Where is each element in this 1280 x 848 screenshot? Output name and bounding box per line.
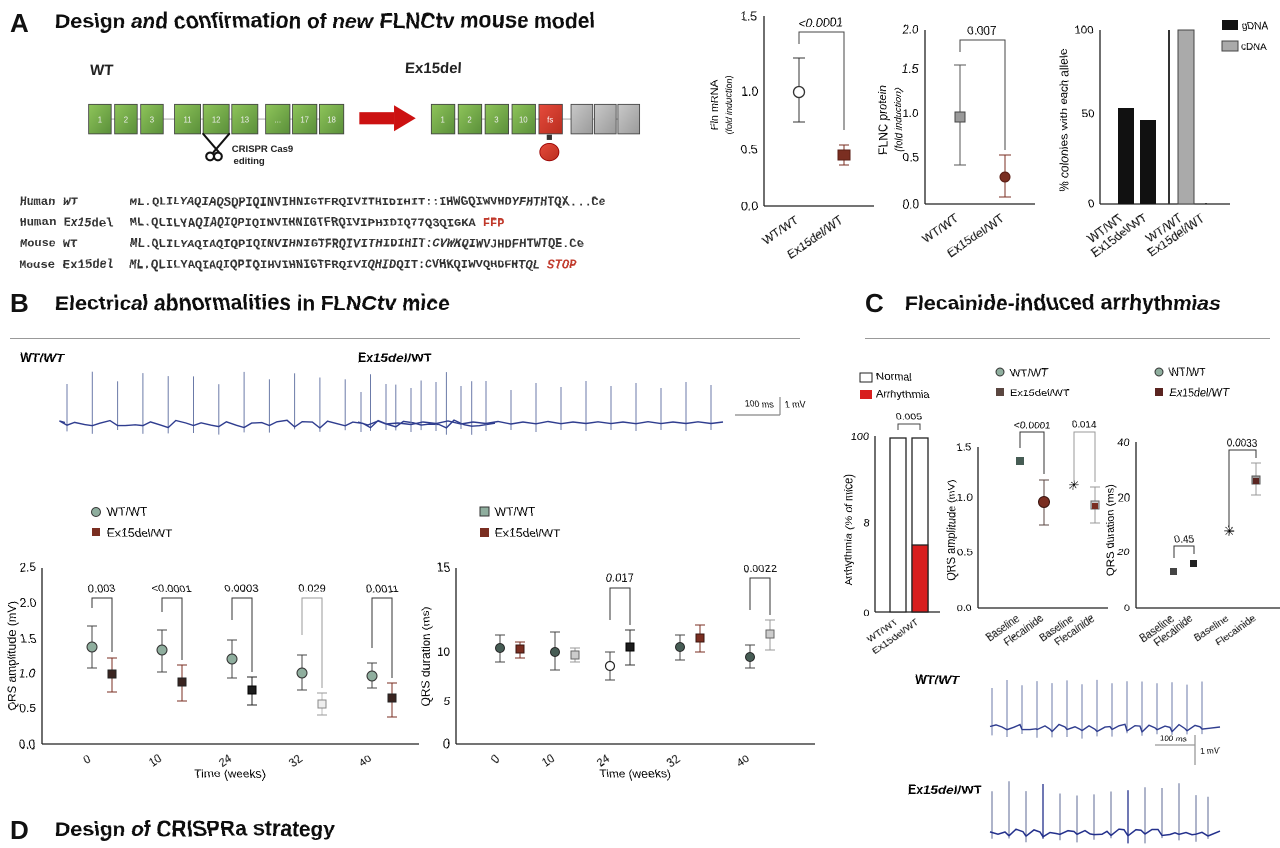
svg-text:3: 3 — [150, 116, 154, 125]
svg-text:11: 11 — [183, 116, 191, 125]
svg-text:20: 20 — [1118, 547, 1130, 559]
svg-text:editing: editing — [234, 156, 265, 167]
svg-text:0.0: 0.0 — [19, 737, 36, 751]
svg-text:18: 18 — [327, 116, 336, 125]
svg-text:0: 0 — [863, 607, 869, 619]
svg-text:0.0033: 0.0033 — [1227, 438, 1258, 449]
svg-text:...: ... — [275, 116, 282, 125]
svg-text:20: 20 — [1118, 492, 1130, 504]
svg-text:40: 40 — [357, 753, 374, 770]
svg-text:1.5: 1.5 — [902, 62, 919, 76]
svg-text:QRS amplitude (mV): QRS amplitude (mV) — [946, 479, 958, 580]
svg-text:1.0: 1.0 — [957, 492, 972, 504]
svg-text:2: 2 — [467, 116, 471, 125]
svg-text:Ex15del/WT: Ex15del/WT — [495, 526, 561, 540]
svg-text:FLNC protein: FLNC protein — [876, 84, 890, 155]
svg-text:0: 0 — [82, 753, 94, 766]
svg-text:100 ms: 100 ms — [1160, 734, 1186, 743]
svg-text:3: 3 — [494, 116, 498, 125]
svg-text:<0.0001: <0.0001 — [152, 583, 192, 595]
svg-text:Ex15del/WT: Ex15del/WT — [1169, 387, 1229, 399]
svg-text:2: 2 — [124, 116, 128, 125]
svg-text:Ex15del/WT: Ex15del/WT — [1010, 387, 1070, 399]
svg-text:1.5: 1.5 — [741, 9, 758, 23]
svg-text:13: 13 — [240, 116, 249, 125]
svg-text:2.5: 2.5 — [19, 561, 36, 575]
svg-text:<0.0001: <0.0001 — [799, 16, 843, 30]
svg-text:0.005: 0.005 — [896, 412, 921, 423]
svg-text:100 ms: 100 ms — [745, 399, 775, 409]
svg-text:Arrhythmia: Arrhythmia — [876, 389, 930, 401]
svg-text:0: 0 — [443, 737, 450, 751]
svg-text:17: 17 — [300, 116, 309, 125]
svg-text:% colonies with each allele: % colonies with each allele — [1057, 48, 1071, 192]
svg-text:Normal: Normal — [876, 372, 911, 384]
svg-text:Time (weeks): Time (weeks) — [599, 767, 671, 781]
svg-text:0.0: 0.0 — [902, 197, 919, 211]
svg-text:(fold induction): (fold induction) — [724, 75, 734, 134]
svg-text:0.0011: 0.0011 — [366, 583, 399, 595]
svg-text:10: 10 — [437, 645, 451, 659]
svg-text:WT/WT: WT/WT — [1010, 367, 1048, 379]
svg-text:0.003: 0.003 — [88, 583, 116, 595]
svg-text:WT/WT: WT/WT — [495, 505, 536, 519]
svg-text:0: 0 — [1087, 197, 1094, 211]
svg-text:0.0022: 0.0022 — [743, 563, 777, 575]
svg-text:QRS amplitude (mV): QRS amplitude (mV) — [5, 601, 19, 712]
svg-text:50: 50 — [1081, 107, 1095, 121]
svg-text:100: 100 — [1074, 23, 1094, 37]
svg-text:0.0: 0.0 — [957, 603, 972, 615]
svg-text:40: 40 — [735, 753, 752, 770]
svg-text:5: 5 — [443, 694, 450, 708]
svg-text:1: 1 — [98, 116, 102, 125]
svg-text:0.5: 0.5 — [19, 701, 36, 715]
svg-text:CRISPR Cas9: CRISPR Cas9 — [232, 144, 293, 155]
svg-text:10: 10 — [519, 116, 528, 125]
svg-text:2.0: 2.0 — [902, 23, 919, 37]
svg-text:8: 8 — [863, 517, 869, 529]
svg-text:0.007: 0.007 — [967, 24, 997, 38]
svg-text:12: 12 — [212, 116, 221, 125]
svg-text:1.0: 1.0 — [741, 85, 758, 99]
svg-text:0.5: 0.5 — [957, 547, 972, 559]
svg-text:WT/WT: WT/WT — [107, 505, 148, 519]
svg-text:0.014: 0.014 — [1071, 420, 1096, 431]
svg-text:fs: fs — [547, 116, 553, 125]
svg-text:Arrhythmia (% of mice): Arrhythmia (% of mice) — [843, 474, 855, 586]
svg-text:1 mV: 1 mV — [1201, 747, 1220, 756]
svg-text:1.0: 1.0 — [19, 666, 36, 680]
svg-text:0: 0 — [1124, 603, 1130, 615]
svg-text:0.0: 0.0 — [741, 199, 758, 213]
svg-text:WT/WT: WT/WT — [1169, 367, 1207, 379]
svg-text:<0.0001: <0.0001 — [1014, 420, 1051, 431]
svg-text:1: 1 — [440, 116, 444, 125]
svg-text:15: 15 — [437, 561, 451, 575]
svg-text:0.029: 0.029 — [298, 583, 326, 595]
svg-text:2.0: 2.0 — [19, 596, 36, 610]
svg-text:cDNA: cDNA — [1241, 42, 1267, 53]
svg-text:(fold induction): (fold induction) — [894, 87, 905, 153]
svg-text:0: 0 — [490, 753, 502, 766]
svg-text:Fln mRNA: Fln mRNA — [709, 79, 721, 130]
svg-text:0.45: 0.45 — [1174, 534, 1194, 545]
svg-text:Ex15del/WT: Ex15del/WT — [107, 526, 173, 540]
svg-text:10: 10 — [540, 753, 557, 770]
svg-text:1.5: 1.5 — [957, 442, 972, 454]
svg-text:10: 10 — [147, 753, 164, 770]
svg-text:Time (weeks): Time (weeks) — [194, 767, 266, 781]
svg-text:gDNA: gDNA — [1241, 21, 1268, 32]
svg-text:0.017: 0.017 — [606, 573, 634, 585]
svg-text:40: 40 — [1118, 437, 1130, 449]
svg-text:0.5: 0.5 — [741, 142, 758, 156]
svg-text:1 mV: 1 mV — [785, 400, 806, 410]
svg-text:32: 32 — [287, 753, 304, 770]
svg-text:1.5: 1.5 — [19, 631, 36, 645]
svg-text:100: 100 — [851, 431, 869, 443]
svg-text:0.0003: 0.0003 — [225, 583, 259, 595]
svg-text:QRS duration (ms): QRS duration (ms) — [1105, 484, 1117, 576]
svg-text:QRS duration (ms): QRS duration (ms) — [419, 606, 433, 706]
